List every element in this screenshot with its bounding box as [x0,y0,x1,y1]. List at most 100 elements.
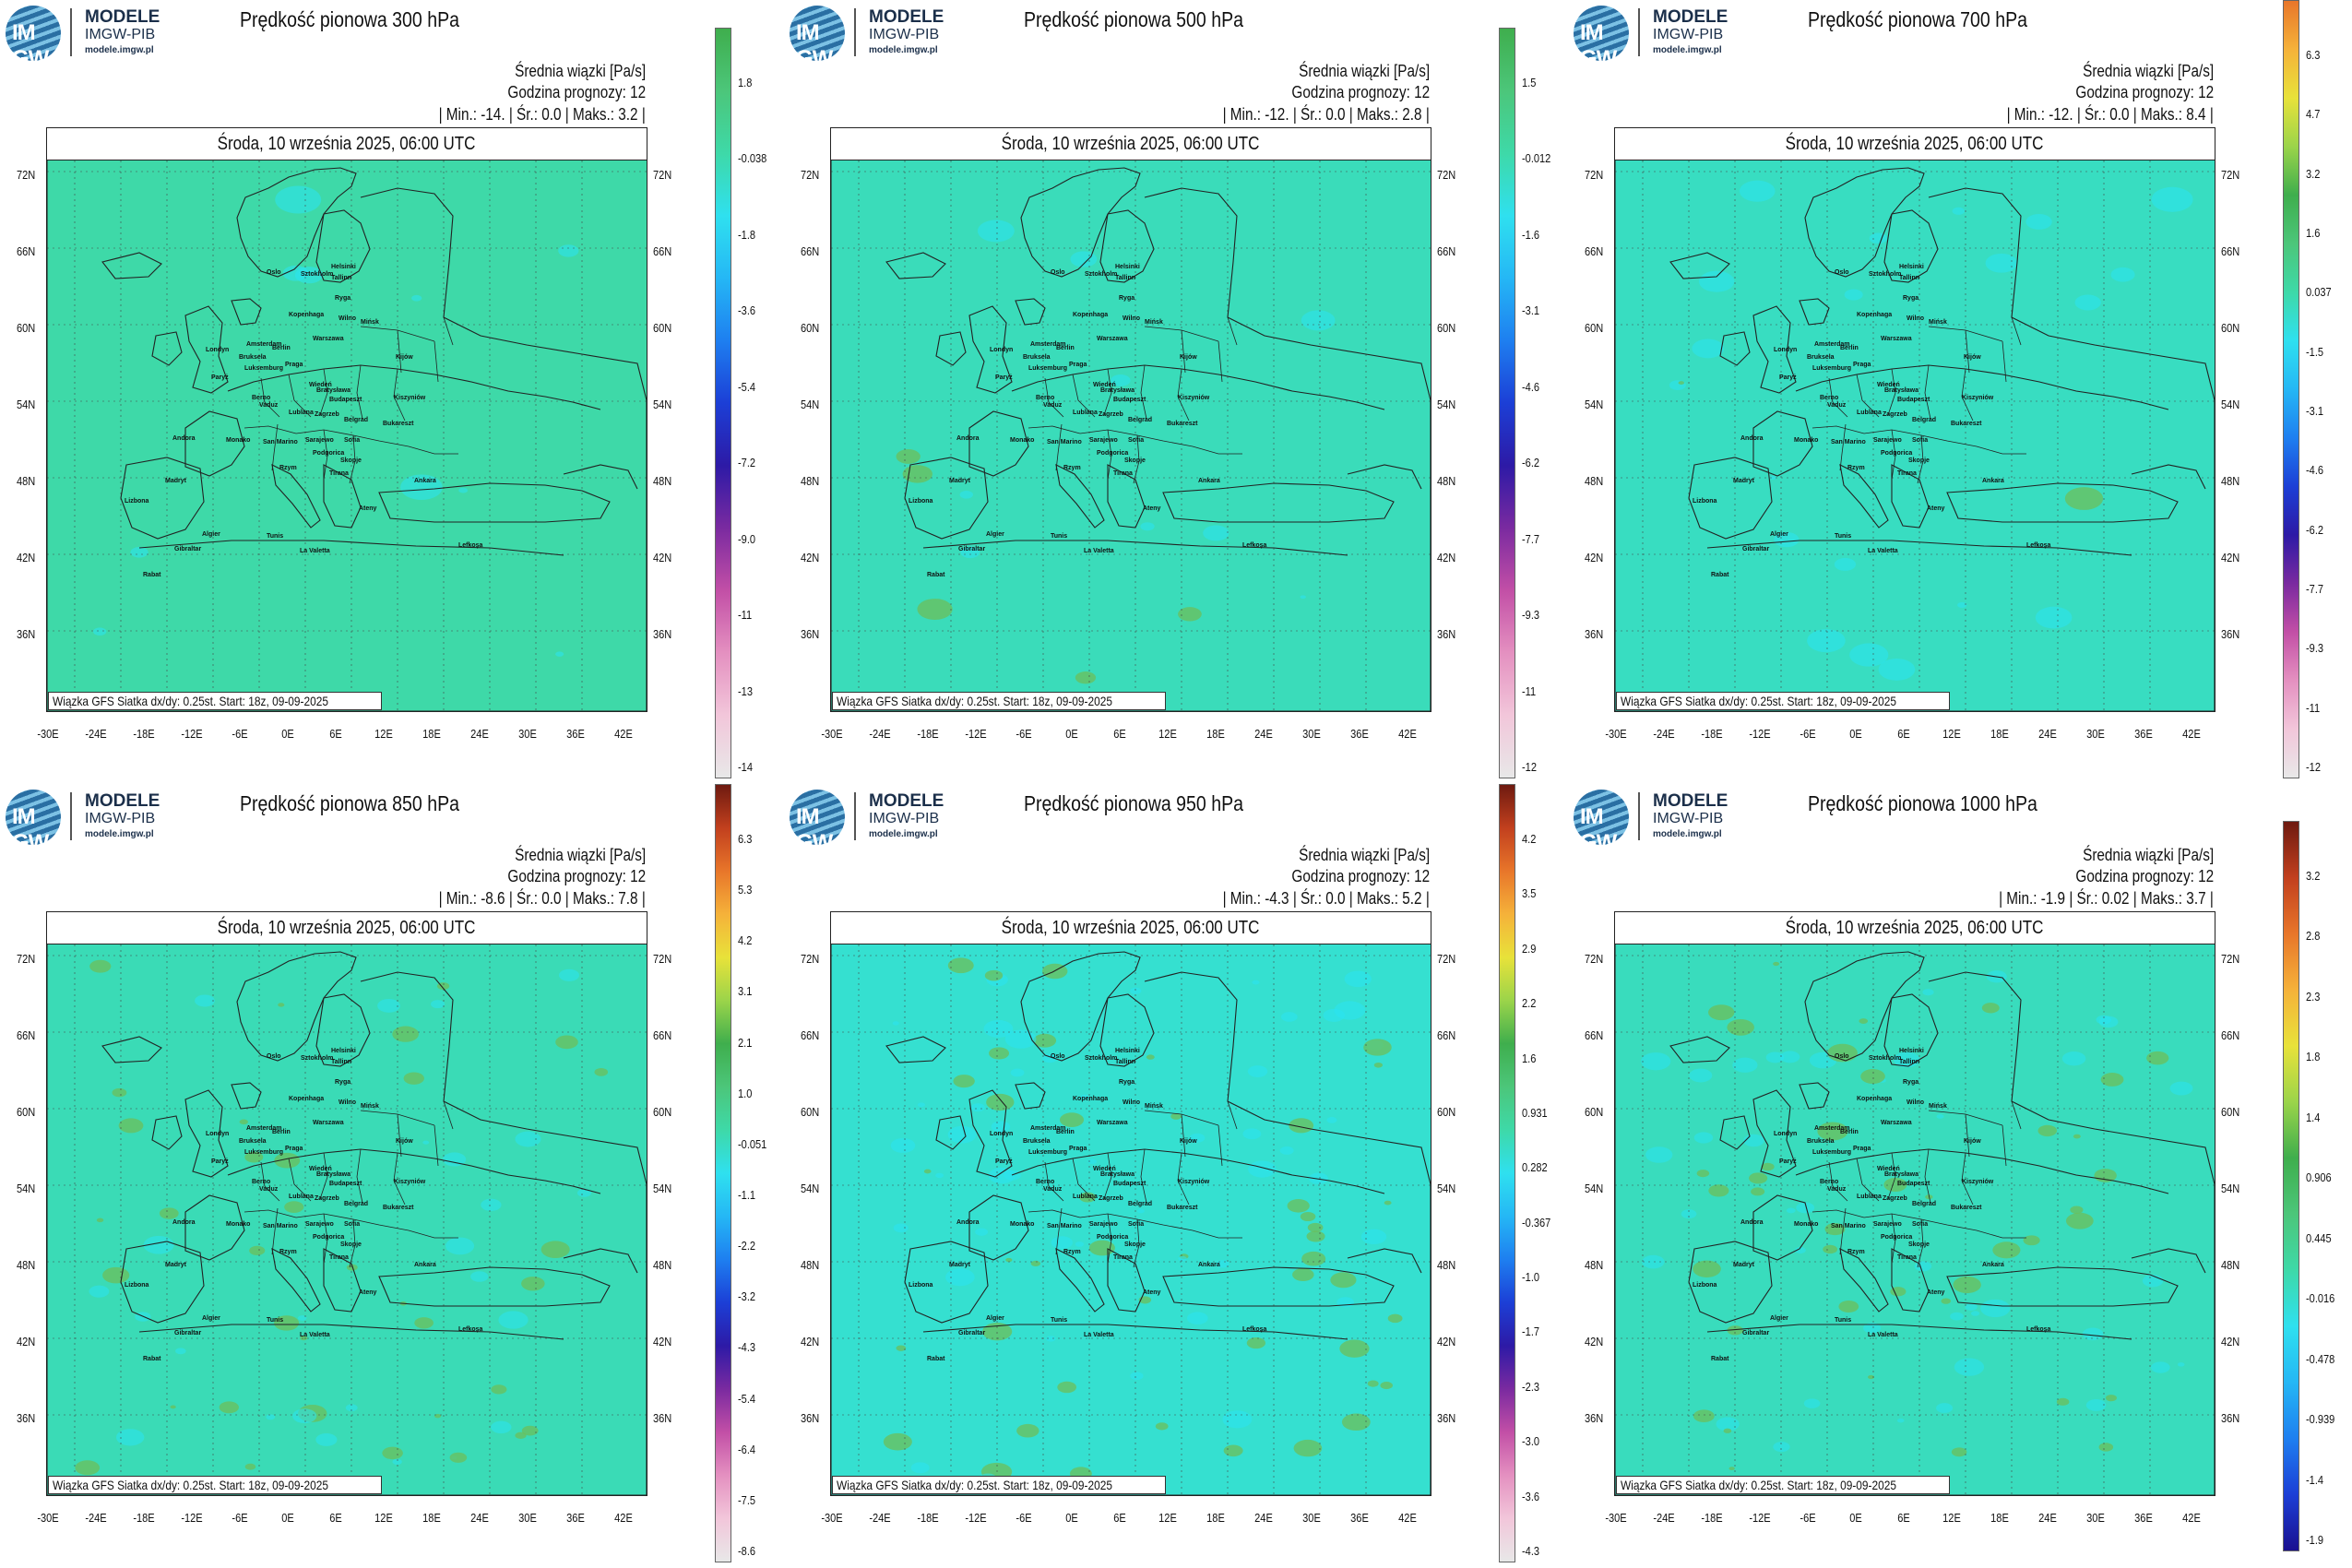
country-border [1072,374,1096,418]
coastline [2131,464,2206,490]
imgw-logo: IM GW MODELE IMGW-PIB modele.imgw.pl [1574,790,1735,855]
lon-label: -18E [917,727,939,741]
map-frame: Środa, 10 września 2025, 06:00 UTC Helsi… [830,911,1431,1496]
updraft-cell [1728,1467,1735,1471]
coastline [315,209,371,283]
downdraft-cell [1786,1207,1796,1214]
colorbar-label: -4.3 [1522,1544,1540,1558]
city-label: Ankara [414,478,436,484]
city-label: Helsinki [331,264,356,270]
colorbar-label: 3.5 [1522,886,1537,901]
city-label: Rabat [927,1356,945,1362]
coastline [1891,464,1930,529]
lat-label-right: 48N [1437,474,1456,488]
coastline [935,1115,967,1150]
updraft-cell [896,1345,907,1351]
colorbar-label: -1.7 [1522,1324,1540,1339]
city-label: Zagrzeb [315,1195,339,1202]
country-border [1072,1158,1096,1202]
downdraft-cell [345,1404,358,1412]
city-label: Ateny [1143,1289,1161,1296]
city-label: Madryt [949,478,970,484]
coastline [1615,944,2215,1495]
downdraft-cell [292,1408,317,1424]
lat-label-left: 66N [17,1028,36,1042]
country-border [1227,316,1238,346]
downdraft-cell [935,1172,944,1179]
colorbar-label: 2.3 [2306,989,2321,1004]
lon-label: -24E [869,1511,891,1525]
country-border [397,1113,402,1158]
lon-label: -12E [1749,1511,1771,1525]
vertical-velocity-field [1615,160,2215,711]
city-label: Bukareszt [1951,1205,1982,1211]
city-label: Tunis [267,1317,284,1324]
downdraft-cell [1051,1236,1073,1250]
city-label: Gibraltar [174,546,202,552]
updraft-cell [244,1463,256,1470]
country-border [288,374,312,418]
city-label: Sofia [344,437,361,444]
logo-line1: MODELE [85,7,160,27]
map-frame: Środa, 10 września 2025, 06:00 UTC Helsi… [1614,911,2215,1496]
lat-label-right: 48N [1437,1258,1456,1272]
country-border [1891,429,1896,481]
city-label: Kiszyniów [1962,1179,1994,1185]
country-border [1920,1218,1978,1231]
map-info: Średnia wiązki [Pa/s] Godzina prognozy: … [507,845,646,887]
country-border [1107,1213,1112,1265]
updraft-cell [2065,1212,2094,1229]
logo-url: modele.imgw.pl [85,45,154,55]
updraft-cell [1146,1054,1155,1060]
country-border [1181,1113,1186,1158]
colorbar [1499,784,1515,1562]
city-label: Praga [1069,1146,1087,1152]
coastline [1162,1266,1395,1307]
city-label: Kijów [396,1138,413,1145]
stats-line: | Min.: -12. | Śr.: 0.0 | Maks.: 2.8 | [1222,105,1430,124]
lon-label: 18E [1206,727,1225,741]
updraft-cell [2105,1395,2117,1402]
colorbar [1499,28,1515,778]
updraft-cell [1057,1381,1077,1394]
downdraft-cell [1698,270,1735,292]
city-label: Rzym [1063,1249,1081,1255]
field-anomalies [75,959,609,1476]
lon-label: 18E [1206,1511,1225,1525]
country-border [1917,1218,1924,1268]
lon-label: -18E [133,1511,155,1525]
imgw-badge-icon: IM GW [1574,790,1629,855]
coastline [831,944,1431,1495]
imgw-logo: IM GW MODELE IMGW-PIB modele.imgw.pl [790,790,951,855]
country-border [356,364,363,420]
city-label: Berlin [272,345,291,351]
country-border [1192,445,1242,455]
city-label: Oslo [267,1053,281,1060]
country-border [1192,1229,1242,1239]
coastline [323,1248,362,1313]
city-label: Zagrzeb [315,411,339,418]
downdraft-cell [2035,606,2073,629]
city-label: Londyn [206,347,230,353]
updraft-cell [1075,671,1097,684]
city-label: Gibraltar [174,1330,202,1336]
city-label: Sztokholm [1869,271,1902,278]
lon-label: 30E [518,727,537,741]
colorbar-label: 4.2 [738,933,753,948]
country-border [349,434,356,484]
updraft-cell [1330,1272,1357,1289]
logo-line2: IMGW-PIB [1653,811,1724,826]
coastline [227,364,601,410]
downdraft-cell [1070,251,1098,267]
downdraft-cell [2025,213,2052,230]
logo-url: modele.imgw.pl [869,829,938,839]
updraft-cell [2098,1443,2114,1452]
city-label: Bruksela [239,1138,267,1145]
country-border [271,1207,279,1255]
map-panel-700hpa: IM GW MODELE IMGW-PIB modele.imgw.pl Prę… [1568,0,2352,784]
lat-label-left: 42N [17,551,36,564]
lon-label: -30E [37,1511,59,1525]
updraft-cell [1059,1112,1085,1127]
city-label: Wilno [339,1099,356,1106]
city-label: Kijów [396,354,413,361]
